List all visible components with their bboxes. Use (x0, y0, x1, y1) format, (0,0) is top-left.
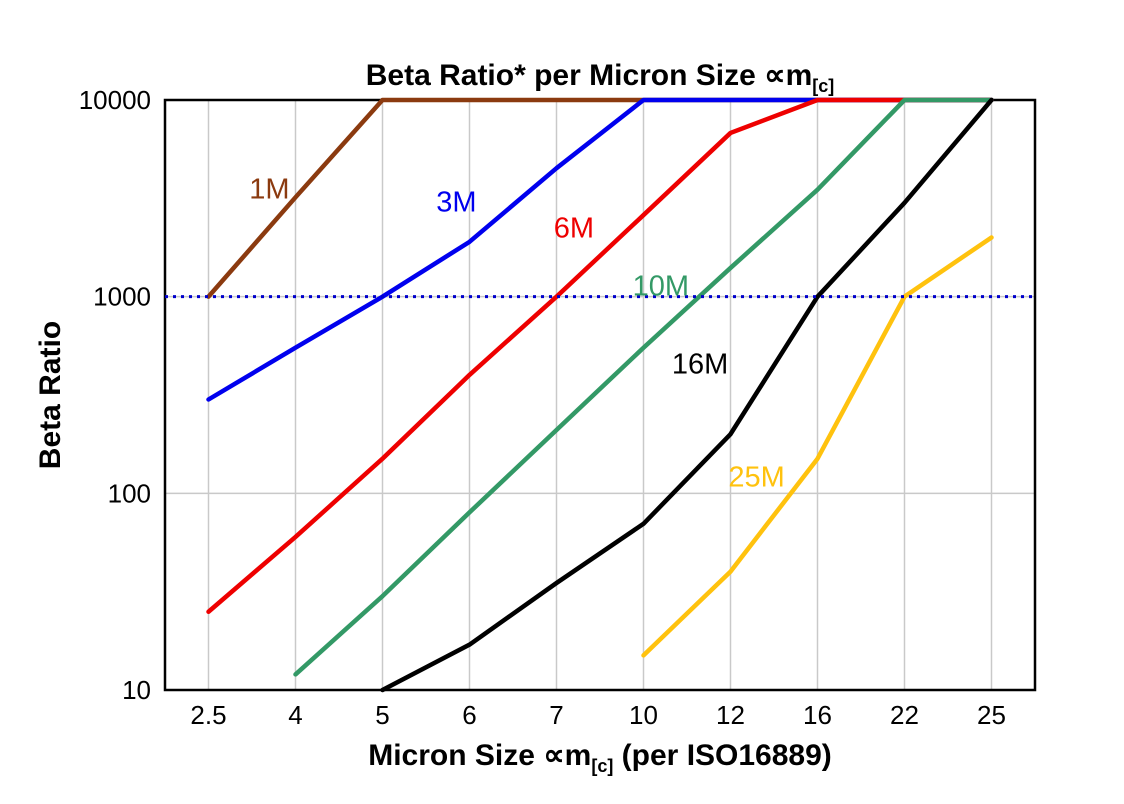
x-tick-label: 6 (462, 700, 476, 730)
series-line-10m (293, 97, 994, 677)
series-label-3m: 3M (436, 186, 477, 219)
y-tick-label: 10 (122, 675, 151, 705)
chart-title: Beta Ratio* per Micron Size ∝m[c] (165, 58, 1035, 97)
series-line-25m (641, 235, 994, 658)
x-tick-label: 7 (549, 700, 563, 730)
x-tick-label: 10 (629, 700, 658, 730)
x-axis-label-text: Micron Size ∝m (368, 739, 592, 772)
chart-title-subscript: [c] (812, 76, 835, 96)
x-axis-label-suffix: (per ISO16889) (613, 739, 832, 772)
series-label-25m: 25M (728, 461, 785, 494)
x-tick-label: 25 (977, 700, 1006, 730)
x-axis-label-subscript: [c] (591, 756, 614, 776)
chart-title-text: Beta Ratio* per Micron Size ∝m (365, 59, 813, 92)
series-label-1m: 1M (249, 173, 290, 206)
series-label-16m: 16M (671, 348, 729, 381)
y-tick-label: 10000 (79, 85, 151, 115)
series-label-6m: 6M (553, 212, 595, 245)
y-tick-label: 100 (108, 478, 151, 508)
x-tick-label: 22 (890, 700, 919, 730)
x-tick-label: 5 (375, 700, 389, 730)
series-label-10m: 10M (632, 270, 690, 303)
x-tick-label: 12 (716, 700, 745, 730)
series-line-6m (206, 97, 994, 614)
x-tick-label: 4 (288, 700, 302, 730)
x-tick-label: 2.5 (190, 700, 226, 730)
series-line-16m (380, 97, 994, 693)
x-tick-label: 16 (803, 700, 832, 730)
x-axis-label: Micron Size ∝m[c] (per ISO16889) (165, 738, 1035, 777)
y-tick-label: 1000 (93, 282, 151, 312)
